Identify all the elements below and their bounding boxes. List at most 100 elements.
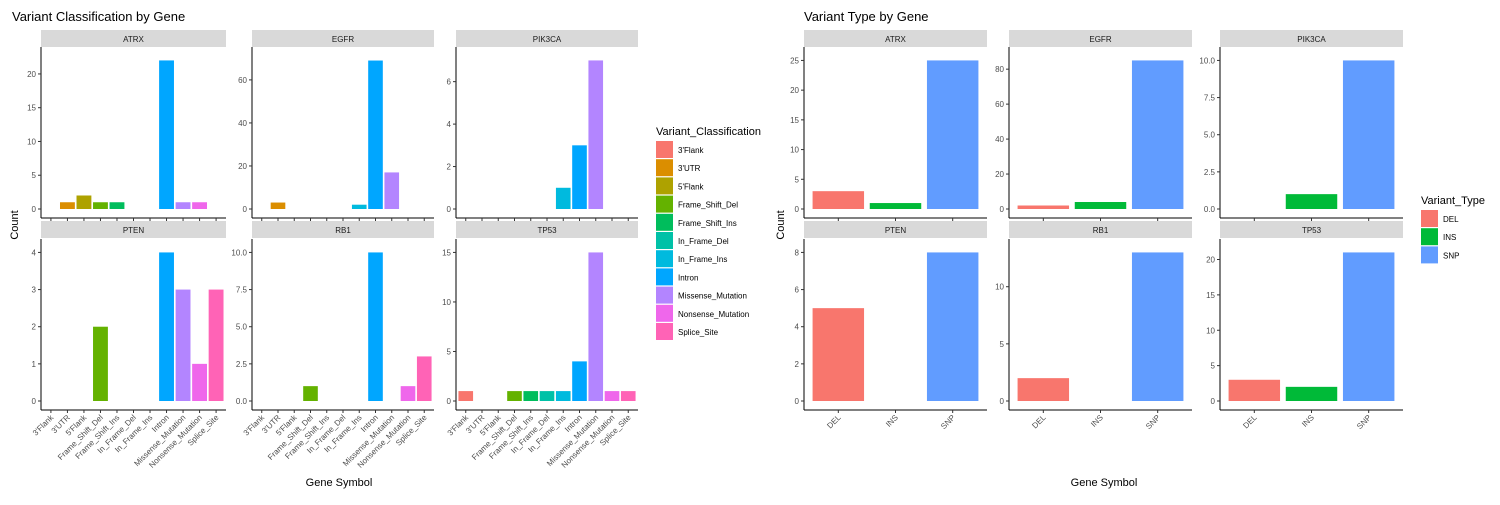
chart-1-legend-label-in_frame_del: In_Frame_Del [678, 237, 729, 246]
chart-2-y-axis-label: Count [775, 210, 787, 239]
chart-1-panel-pik3ca-strip-label: PIK3CA [533, 35, 562, 44]
chart-1-legend-label-3'flank: 3'Flank [678, 146, 705, 155]
chart-1-panel-rb1-y-tick-label: 10.0 [231, 248, 247, 257]
chart-1-panel-pik3ca-bar-intron [572, 145, 587, 209]
chart-2-panel-rb1-y-tick-label: 0 [1000, 397, 1005, 406]
chart-2-title: Variant Type by Gene [804, 9, 929, 24]
chart-1-legend-label-3'utr: 3'UTR [678, 164, 701, 173]
chart-1-panel-rb1-bar-nonsense_mutation [400, 386, 416, 401]
chart-2-panel-atrx-y-tick-label: 0 [795, 205, 800, 214]
chart-2-panel-tp53-y-tick-label: 20 [1206, 256, 1215, 265]
chart-2-panel-egfr-bar-del [1017, 205, 1070, 209]
chart-1-panel-tp53-bar-splice_site [620, 391, 636, 401]
chart-2-panel-pik3ca-bar-ins [1285, 194, 1338, 209]
chart-2-panel-rb1-bar-snp [1131, 252, 1184, 401]
chart-1-panel-tp53-y-tick-label: 0 [447, 397, 452, 406]
chart-2-panel-atrx-bar-ins [869, 203, 922, 209]
chart-1-legend-key-frame_shift_ins [656, 213, 673, 231]
chart-2-legend-label-snp: SNP [1443, 251, 1459, 260]
chart-1-panel-egfr-bar-missense_mutation [384, 172, 400, 209]
chart-1-legend-label-splice_site: Splice_Site [678, 328, 719, 337]
chart-1-legend-label-nonsense_mutation: Nonsense_Mutation [678, 310, 749, 319]
chart-1-legend-title: Variant_Classification [656, 126, 761, 138]
chart-2-panel-pten-y-tick-label: 8 [795, 248, 800, 257]
chart-1-panel-egfr-bar-in_frame_ins [351, 204, 367, 209]
chart-1-panel-atrx-strip [41, 30, 226, 47]
chart-1-panel-pten-y-tick-label: 1 [32, 360, 37, 369]
chart-2-panel-tp53-y-tick-label: 0 [1211, 397, 1216, 406]
chart-2-panel-pten-y-tick-label: 4 [795, 323, 800, 332]
chart-2-panel-pik3ca-y-tick-label: 5.0 [1204, 131, 1216, 140]
chart-1-legend-key-in_frame_ins [656, 250, 673, 268]
chart-2-panel-tp53-y-tick-label: 10 [1206, 326, 1215, 335]
chart-2-panel-egfr-y-tick-label: 0 [1000, 205, 1005, 214]
chart-1-panel-egfr-y-tick-label: 40 [238, 119, 247, 128]
chart-1-panel-tp53-bar-in_frame_del [539, 391, 555, 401]
chart-2-panel-pten-x-tick-label: SNP [939, 413, 957, 431]
chart-1-panel-atrx-bar-intron [159, 60, 174, 209]
chart-2-panel-pik3ca-y-tick-label: 10.0 [1199, 56, 1215, 65]
chart-1-panel-atrx-bar-5'flank [76, 195, 92, 209]
chart-1-panel-pik3ca-bar-in_frame_ins [555, 187, 571, 209]
chart-1-panel-rb1-strip [252, 221, 434, 238]
chart-1-panel-tp53-bar-frame_shift_del [507, 391, 522, 401]
chart-1-panel-pten-strip [41, 221, 226, 238]
chart-2-panel-tp53-bar-snp [1342, 252, 1395, 401]
chart-1-panel-pten-bar-frame_shift_del [93, 326, 108, 401]
chart-1-panel-tp53-y-tick-label: 5 [447, 347, 452, 356]
chart-1-panel-egfr-bar-intron [368, 60, 383, 209]
chart-2-panel-tp53-bar-del [1228, 379, 1281, 401]
chart-1-panel-egfr-y-tick-label: 20 [238, 162, 247, 171]
chart-1-panel-pik3ca-y-tick-label: 2 [447, 163, 452, 172]
chart-1-panel-tp53-bar-3'flank [458, 391, 474, 401]
chart-1-title: Variant Classification by Gene [12, 9, 185, 24]
chart-1-panel-pten-y-tick-label: 2 [32, 323, 37, 332]
chart-2-panel-egfr-y-tick-label: 80 [995, 65, 1004, 74]
chart-2-panel-atrx-y-tick-label: 15 [790, 116, 799, 125]
chart-1-panel-pik3ca-y-tick-label: 0 [447, 205, 452, 214]
chart-1-panel-atrx-bar-3'utr [59, 202, 75, 209]
chart-2-panel-atrx-strip-label: ATRX [885, 35, 906, 44]
chart-2-panel-pik3ca-strip [1220, 30, 1403, 47]
chart-1-panel-tp53-strip-label: TP53 [537, 226, 557, 235]
chart-2-panel-tp53-strip [1220, 221, 1403, 238]
chart-2-panel-tp53-x-tick-label: INS [1300, 413, 1316, 429]
chart-2-legend-key-del [1421, 210, 1438, 227]
chart-1-panel-atrx-y-tick-label: 10 [27, 137, 36, 146]
chart-1-legend-label-5'flank: 5'Flank [678, 182, 705, 191]
chart-2-panel-atrx-strip [804, 30, 987, 47]
chart-1-panel-pik3ca-strip [456, 30, 638, 47]
chart-1-panel-egfr-bar-3'utr [270, 202, 286, 209]
chart-1-panel-tp53-y-tick-label: 10 [442, 298, 451, 307]
chart-1-legend-key-splice_site [656, 323, 673, 340]
chart-1-legend-label-frame_shift_ins: Frame_Shift_Ins [678, 219, 737, 228]
chart-2-legend-title: Variant_Type [1421, 195, 1485, 207]
chart-1-panel-egfr-y-tick-label: 60 [238, 76, 247, 85]
chart-2-panel-atrx-bar-snp [926, 60, 979, 209]
chart-1-legend-label-in_frame_ins: In_Frame_Ins [678, 255, 727, 264]
chart-1-panel-pten-bar-missense_mutation [175, 289, 191, 401]
chart-2-panel-tp53-y-tick-label: 15 [1206, 291, 1215, 300]
chart-2-panel-atrx-bar-del [812, 191, 865, 209]
chart-1-legend-label-frame_shift_del: Frame_Shift_Del [678, 201, 738, 210]
chart-1-panel-atrx-y-tick-label: 5 [32, 171, 37, 180]
chart-2-panel-egfr-bar-snp [1131, 60, 1184, 209]
chart-2-panel-egfr-y-tick-label: 40 [995, 135, 1004, 144]
chart-1-legend-key-missense_mutation [656, 286, 673, 304]
chart-1-panel-tp53-bar-in_frame_ins [555, 391, 571, 401]
chart-2-panel-tp53-x-tick-label: DEL [1241, 413, 1259, 431]
chart-1-panel-pten-y-tick-label: 3 [32, 286, 37, 295]
chart-1-panel-tp53-strip [456, 221, 638, 238]
chart-1-panel-pten-y-tick-label: 0 [32, 397, 37, 406]
chart-2-panel-rb1-x-tick-label: SNP [1144, 413, 1162, 431]
chart-1-panel-egfr-y-tick-label: 0 [243, 205, 248, 214]
chart-2-panel-rb1-y-tick-label: 5 [1000, 340, 1005, 349]
chart-2-panel-rb1-y-tick-label: 10 [995, 283, 1004, 292]
chart-2-x-axis-label: Gene Symbol [1071, 477, 1138, 489]
chart-2-panel-rb1-x-tick-label: DEL [1030, 413, 1048, 431]
chart-2-panel-pten-strip [804, 221, 987, 238]
chart-2-panel-tp53-strip-label: TP53 [1302, 226, 1322, 235]
chart-1-panel-tp53-bar-frame_shift_ins [523, 391, 539, 401]
chart-2-panel-pten-y-tick-label: 6 [795, 286, 800, 295]
